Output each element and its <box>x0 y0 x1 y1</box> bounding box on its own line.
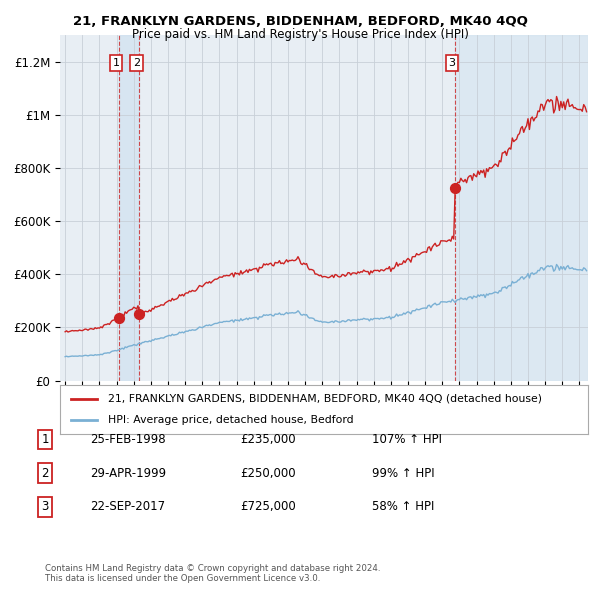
Text: HPI: Average price, detached house, Bedford: HPI: Average price, detached house, Bedf… <box>107 415 353 425</box>
Text: 29-APR-1999: 29-APR-1999 <box>90 467 166 480</box>
Text: 2: 2 <box>41 467 49 480</box>
Text: Price paid vs. HM Land Registry's House Price Index (HPI): Price paid vs. HM Land Registry's House … <box>131 28 469 41</box>
Point <box>450 183 460 193</box>
Text: 107% ↑ HPI: 107% ↑ HPI <box>372 433 442 446</box>
Text: 25-FEB-1998: 25-FEB-1998 <box>90 433 166 446</box>
Text: 3: 3 <box>449 58 455 68</box>
Text: 22-SEP-2017: 22-SEP-2017 <box>90 500 165 513</box>
Text: 21, FRANKLYN GARDENS, BIDDENHAM, BEDFORD, MK40 4QQ: 21, FRANKLYN GARDENS, BIDDENHAM, BEDFORD… <box>73 15 527 28</box>
Text: 2: 2 <box>133 58 140 68</box>
Text: 58% ↑ HPI: 58% ↑ HPI <box>372 500 434 513</box>
Text: 99% ↑ HPI: 99% ↑ HPI <box>372 467 434 480</box>
Point <box>134 309 144 319</box>
Text: 1: 1 <box>113 58 119 68</box>
Point <box>114 313 124 323</box>
Text: 3: 3 <box>41 500 49 513</box>
Bar <box>119 35 139 381</box>
Text: Contains HM Land Registry data © Crown copyright and database right 2024.
This d: Contains HM Land Registry data © Crown c… <box>45 563 380 583</box>
Text: 21, FRANKLYN GARDENS, BIDDENHAM, BEDFORD, MK40 4QQ (detached house): 21, FRANKLYN GARDENS, BIDDENHAM, BEDFORD… <box>107 394 542 404</box>
Text: £235,000: £235,000 <box>240 433 296 446</box>
Text: £725,000: £725,000 <box>240 500 296 513</box>
Text: 1: 1 <box>41 433 49 446</box>
Text: £250,000: £250,000 <box>240 467 296 480</box>
Bar <box>455 35 588 381</box>
